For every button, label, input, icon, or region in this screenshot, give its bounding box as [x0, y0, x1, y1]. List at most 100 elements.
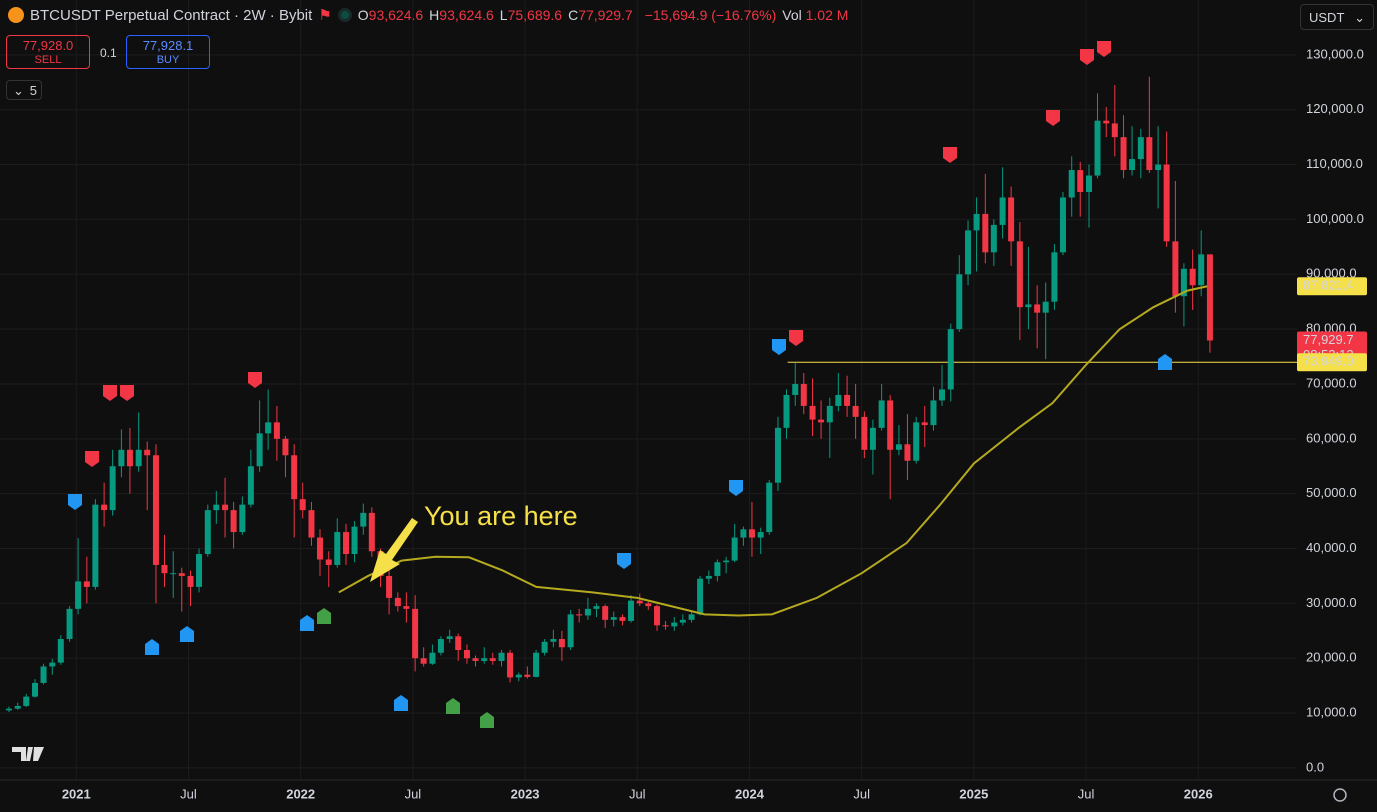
candle-body	[982, 213, 989, 253]
candle-body	[429, 652, 436, 664]
candle-body	[239, 504, 246, 533]
signal-marker	[317, 608, 331, 624]
candle-body	[524, 674, 531, 677]
candle-body	[109, 466, 116, 511]
currency: USDT	[1309, 10, 1345, 25]
candle-body	[748, 529, 755, 538]
candle-body	[178, 573, 185, 576]
y-tick-label: 120,000.0	[1306, 101, 1364, 116]
candle-body	[170, 573, 177, 575]
ohlc-key: H	[429, 7, 440, 23]
currency-select[interactable]: USDT ⌄	[1300, 4, 1374, 30]
candle-body	[325, 559, 332, 565]
x-tick-label: Jul	[180, 786, 197, 801]
candle-body	[792, 383, 799, 395]
flag[interactable]: ⚑	[318, 7, 332, 24]
y-tick-label: 130,000.0	[1306, 46, 1364, 61]
candle-body	[705, 575, 712, 579]
moving-average	[338, 285, 1208, 617]
y-tick-label: 20,000.0	[1306, 650, 1357, 665]
candle-body	[32, 682, 39, 697]
candle-body	[602, 606, 609, 620]
candle-body	[351, 526, 358, 555]
candle-body	[1103, 120, 1110, 124]
candle-body	[878, 400, 885, 428]
candle-body	[23, 696, 30, 706]
candle-body	[654, 606, 661, 626]
candle-body	[766, 482, 773, 533]
candle-body	[256, 433, 263, 467]
y-tick-label: 30,000.0	[1306, 595, 1357, 610]
signal-marker	[772, 339, 786, 355]
candle-body	[1180, 268, 1187, 297]
symbol-icon	[8, 7, 24, 23]
candle-body	[1025, 304, 1032, 308]
y-tick-label: 100,000.0	[1306, 211, 1364, 226]
buy-label: BUY	[156, 54, 180, 66]
signal-marker	[120, 385, 134, 401]
candle-body	[1068, 170, 1075, 198]
candle-body	[1016, 241, 1023, 308]
candle-body	[1172, 241, 1179, 297]
candle-body	[895, 444, 902, 450]
candle-body	[1155, 164, 1162, 171]
candle-body	[126, 449, 133, 467]
candle-body	[196, 554, 203, 587]
buy-price: 77,928.1	[142, 38, 194, 53]
vol-key: Vol	[782, 7, 802, 23]
candle-body	[688, 614, 695, 620]
ohlc: O93,624.6 H93,624.6 L75,689.6 C77,929.7	[358, 7, 639, 23]
candle-body	[360, 512, 367, 527]
candle-body	[308, 510, 315, 538]
y-tick-label: 50,000.0	[1306, 485, 1357, 500]
candle-body	[662, 625, 669, 627]
candle-body	[1137, 137, 1144, 160]
candle-body	[446, 636, 453, 640]
x-tick-label: 2024	[735, 786, 765, 801]
x-tick-label: 2023	[511, 786, 540, 801]
candle-body	[515, 674, 522, 678]
signal-marker	[85, 451, 99, 467]
indicators-toggle[interactable]: ⌄ 5	[6, 80, 42, 100]
sell-button[interactable]: 77,928.0 SELL	[6, 35, 90, 69]
candle-body	[1189, 268, 1196, 286]
candle-body	[774, 427, 781, 483]
candle-body	[619, 617, 626, 621]
hline-price-label: 73,949.0	[1303, 354, 1354, 369]
candle-body	[1198, 254, 1205, 286]
signal-marker	[394, 695, 408, 711]
candle-body	[152, 455, 159, 565]
signal-marker	[729, 480, 743, 496]
candle-body	[921, 422, 928, 426]
candle-body	[1094, 120, 1101, 176]
chevron: ⌄	[13, 83, 24, 98]
candle-body	[1077, 170, 1084, 192]
candle-body	[697, 578, 704, 615]
buy-button[interactable]: 77,928.1 BUY	[126, 35, 210, 69]
annotation: You are here	[424, 501, 578, 531]
x-tick-label: Jul	[853, 786, 870, 801]
chevron: ⌄	[1354, 10, 1365, 25]
candle-body	[316, 537, 323, 560]
candle-body	[679, 619, 686, 623]
candle-body	[412, 608, 419, 659]
candle-body	[101, 504, 108, 511]
candle-body	[844, 394, 851, 406]
status	[337, 8, 352, 22]
candle-body	[947, 329, 954, 390]
candle-body	[368, 512, 375, 552]
y-tick-label: 10,000.0	[1306, 705, 1357, 720]
signal-marker	[789, 330, 803, 346]
candle-body	[472, 658, 479, 661]
candle-body	[757, 532, 764, 538]
y-tick-label: 70,000.0	[1306, 375, 1357, 390]
candle-body	[956, 274, 963, 330]
signal-marker	[1097, 41, 1111, 57]
candle-body	[144, 449, 151, 456]
candle-body	[671, 622, 678, 627]
candle-body	[463, 650, 470, 659]
candle-body	[939, 389, 946, 401]
candle-body	[420, 658, 427, 664]
y-tick-label: 110,000.0	[1306, 156, 1363, 171]
